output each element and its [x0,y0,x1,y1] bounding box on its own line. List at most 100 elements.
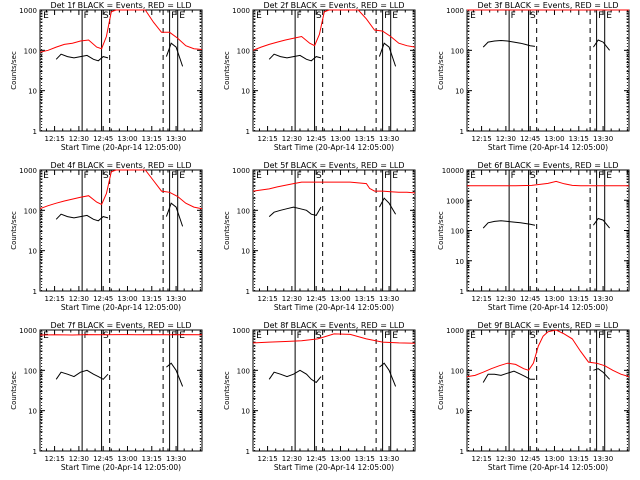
y-tick-label: 10 [455,88,464,96]
y-tick-label: 1000 [232,167,250,175]
y-tick-label: 10 [241,88,250,96]
x-tick-label: 13:30 [379,295,399,303]
y-tick-label: 10 [455,408,464,416]
x-tick-label: 12:30 [496,135,516,143]
x-tick-label: 12:30 [69,135,89,143]
x-tick-label: 13:00 [330,295,350,303]
events-series-line [268,206,322,217]
events-series-line [166,362,184,387]
y-tick-label: 1000 [446,7,464,15]
x-tick-label: 12:30 [282,455,302,463]
marker-label: F [297,11,302,21]
axes-frame [252,329,416,452]
panel-title: Det 7f BLACK = Events, RED = LLD [50,321,191,330]
x-tick-label: 12:45 [93,455,113,463]
x-tick-label: 13:15 [142,295,162,303]
panel-title: Det 9f BLACK = Events, RED = LLD [477,321,618,330]
y-tick-label: 10 [28,408,37,416]
x-tick-label: 13:15 [569,455,589,463]
y-axis-label: Counts/sec [437,51,445,90]
x-tick-label: 13:30 [379,455,399,463]
x-tick-label: 12:15 [257,135,277,143]
y-tick-label: 1000 [19,167,37,175]
marker-label: F [511,11,516,21]
y-tick-label: 100 [451,47,464,55]
x-tick-label: 13:30 [166,135,186,143]
x-tick-label: 13:30 [379,135,399,143]
lld-series-line [252,9,416,51]
x-tick-label: 13:00 [330,455,350,463]
x-tick-label: 12:30 [282,295,302,303]
x-tick-label: 13:15 [355,295,375,303]
x-axis-label: Start Time (20-Apr-14 12:05:00) [274,463,394,472]
y-tick-label: 1 [33,448,37,456]
marker-label: S [530,331,536,341]
events-series-line [55,53,109,62]
y-tick-label: 1 [460,448,464,456]
lld-series-line [39,9,203,53]
x-tick-label: 12:45 [93,295,113,303]
x-axis-label: Start Time (20-Apr-14 12:05:00) [61,303,181,312]
x-axis-label: Start Time (20-Apr-14 12:05:00) [488,463,608,472]
marker-label: E [179,171,185,181]
marker-label: E [43,331,49,341]
x-tick-label: 13:00 [544,135,564,143]
y-tick-label: 1000 [446,197,464,205]
marker-label: E [606,331,612,341]
panel-7: Det 7f BLACK = Events, RED = LLD 1 10 100 10… [10,321,203,472]
y-axis-label: Counts/sec [10,51,18,90]
marker-label: E [470,171,476,181]
marker-label: E [256,171,262,181]
marker-label: F [384,11,389,21]
y-tick-label: 1 [460,288,464,296]
events-series-line [482,220,536,229]
lld-series-line [39,169,203,210]
events-series-line [378,42,397,67]
marker-label: E [179,11,185,21]
x-tick-label: 12:15 [44,135,64,143]
x-tick-label: 12:15 [471,135,491,143]
y-axis-label: Counts/sec [223,51,231,90]
x-tick-label: 13:15 [142,455,162,463]
x-tick-label: 12:30 [496,295,516,303]
x-tick-label: 12:45 [520,135,540,143]
marker-label: F [297,331,302,341]
marker-label: S [103,171,109,181]
y-tick-label: 100 [24,207,37,215]
marker-label: F [171,331,176,341]
x-tick-label: 13:30 [593,455,613,463]
marker-label: S [103,11,109,21]
y-tick-label: 10 [241,408,250,416]
panel-3: Det 3f BLACK = Events, RED = LLD 1 10 100 10… [437,1,630,152]
panel-6: Det 6f BLACK = Events, RED = LLD 1 10 100 10… [437,161,630,312]
marker-label: F [598,11,603,21]
lld-series-line [252,181,416,194]
lld-series-line [252,333,416,344]
marker-label: F [84,331,89,341]
y-tick-label: 1000 [19,327,37,335]
y-tick-label: 1000 [19,7,37,15]
x-tick-label: 12:45 [520,455,540,463]
marker-label: E [392,171,398,181]
marker-label: E [392,11,398,21]
events-series-line [592,39,610,51]
events-series-line [165,202,184,227]
y-axis-label: Counts/sec [223,371,231,410]
x-tick-label: 13:15 [355,455,375,463]
x-tick-label: 12:45 [306,135,326,143]
marker-label: F [384,171,389,181]
y-tick-label: 1 [460,128,464,136]
panel-title: Det 6f BLACK = Events, RED = LLD [477,161,618,170]
marker-label: F [598,171,603,181]
y-tick-label: 100 [237,367,250,375]
marker-label: F [84,11,89,21]
panel-title: Det 2f BLACK = Events, RED = LLD [263,1,404,10]
panel-5: Det 5f BLACK = Events, RED = LLD 1 10 100 10… [223,161,416,312]
x-tick-label: 12:30 [69,455,89,463]
events-series-line [378,197,397,215]
x-tick-label: 12:30 [69,295,89,303]
events-series-line [482,39,536,48]
x-tick-label: 13:00 [117,455,137,463]
marker-label: F [171,11,176,21]
